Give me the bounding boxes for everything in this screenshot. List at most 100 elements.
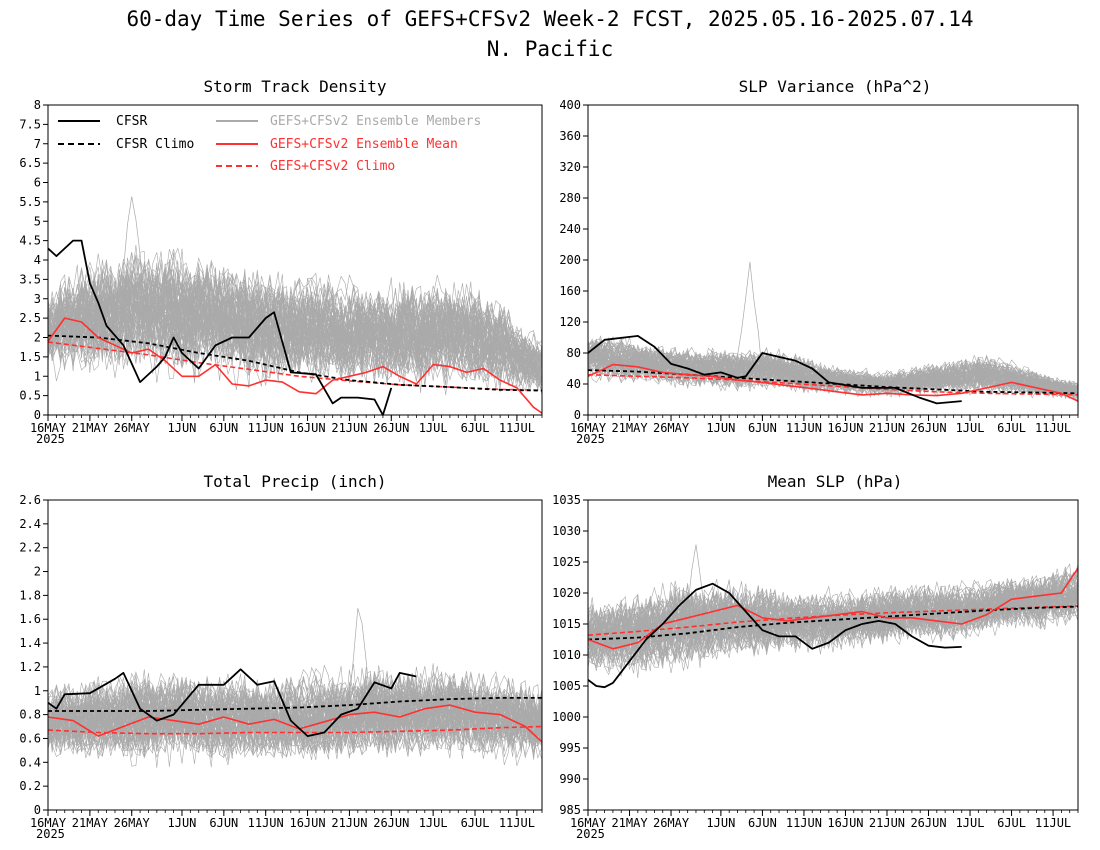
y-tick-label: 0.5	[19, 389, 41, 403]
y-tick-label: 7.5	[19, 117, 41, 131]
x-tick-label: 16JUN	[827, 816, 863, 830]
legend-label-cfsr-climo: CFSR Climo	[116, 137, 194, 152]
x-tick-label: 1JUN	[168, 421, 197, 435]
x-tick-label: 21MAY	[72, 816, 109, 830]
cfsr-climo-line	[587, 369, 1079, 395]
ensemble-member-line	[47, 269, 543, 389]
x-tick-label: 26MAY	[653, 421, 690, 435]
y-tick-label: 0.4	[19, 755, 41, 769]
y-tick-label: 0.8	[19, 708, 41, 722]
y-tick-label: 2.4	[19, 517, 41, 531]
panel-title-storm: Storm Track Density	[203, 77, 386, 96]
y-tick-label: 985	[559, 803, 581, 817]
gefs-climo-line	[587, 373, 1079, 396]
y-tick-label: 120	[559, 315, 581, 329]
ensemble-member-line	[587, 341, 1079, 392]
ensemble-mean-line	[587, 567, 1079, 650]
x-tick-label: 21JUN	[331, 421, 367, 435]
ensemble-member-line	[47, 667, 543, 757]
ensemble-band-mslp	[587, 544, 1079, 679]
y-tick-label: 1025	[552, 555, 581, 569]
y-tick-label: 4.5	[19, 234, 41, 248]
y-tick-label: 160	[559, 284, 581, 298]
ensemble-member-line	[47, 261, 543, 385]
panel-total-precip: Total Precip (inch) 0 0.2 0.4 0.6 0.8 1 1.2 1.4…	[19, 472, 543, 841]
y-tick-label: 400	[559, 98, 581, 112]
cfsr-line	[587, 334, 962, 405]
y-tick-label: 995	[559, 741, 581, 755]
x-tick-label: 11JUN	[786, 816, 822, 830]
ensemble-band-precip	[47, 608, 543, 768]
panel-storm-track-density: Storm Track Density 0 0.5 1 1.5 2 2.5 3 3.5 4 4.5…	[19, 77, 543, 446]
y-tick-label: 1	[34, 684, 41, 698]
axes-storm: 0 0.5 1 1.5 2 2.5 3 3.5 4 4.5 5 5.5 6 6.5 7 7.5 8 16MAY 21…	[19, 98, 543, 446]
x-tick-label: 11JUL	[1035, 816, 1071, 830]
x-tick-label: 6JUN	[209, 816, 238, 830]
ensemble-member-line	[587, 345, 1079, 396]
x-tick-label: 6JUN	[748, 816, 777, 830]
ensemble-member-line	[587, 566, 1079, 660]
ensemble-member-line	[587, 341, 1079, 396]
y-tick-label: 1030	[552, 524, 581, 538]
x-tick-label: 26JUN	[373, 816, 409, 830]
x-tick-label: 6JUL	[461, 421, 490, 435]
y-tick-label: 0.6	[19, 731, 41, 745]
axes-mslp: 985 990 995 1000 1005 1010 1015 1020 1025 1030 103…	[552, 493, 1079, 841]
x-tick-label: 6JUN	[748, 421, 777, 435]
panel-slp-variance: SLP Variance (hPa^2) 0 40 80 120 160 200 240 28…	[559, 77, 1079, 446]
x-tick-label: 6JUN	[209, 421, 238, 435]
x-tick-label: 11JUN	[786, 421, 822, 435]
series-lines-precip	[47, 668, 543, 743]
x-tick-label: 26JUN	[373, 421, 409, 435]
plot-frame-precip	[47, 499, 543, 811]
x-tick-label: 26JUN	[910, 421, 946, 435]
y-tick-label: 6.5	[19, 156, 41, 170]
x-tick-label: 6JUL	[461, 816, 490, 830]
axes-slpvar: 0 40 80 120 160 200 240 280 320 360 400 16MAY 21MAY 2…	[559, 98, 1079, 446]
x-tick-label: 1JUN	[706, 816, 735, 830]
ensemble-member-line	[47, 273, 543, 378]
x-tick-label: 21MAY	[611, 816, 648, 830]
ensemble-member-line	[47, 262, 543, 389]
x-tick-label: 11JUL	[499, 421, 535, 435]
panel-mean-slp: Mean SLP (hPa) 985 990 995 1000 1005 1010 1015…	[552, 472, 1079, 841]
y-tick-label: 1000	[552, 710, 581, 724]
y-tick-label: 990	[559, 772, 581, 786]
x-tick-label: 16JUN	[827, 421, 863, 435]
x-tick-label: 21JUN	[869, 421, 905, 435]
y-tick-label: 2	[34, 331, 41, 345]
y-tick-label: 6	[34, 176, 41, 190]
x-tick-label: 21MAY	[72, 421, 109, 435]
y-tick-label: 7	[34, 137, 41, 151]
ensemble-member-line-spike	[47, 196, 543, 369]
x-tick-label: 26JUN	[910, 816, 946, 830]
x-tick-label: 21MAY	[611, 421, 648, 435]
x-tick-label: 11JUN	[248, 816, 284, 830]
x-tick-label: 16MAY	[30, 421, 67, 435]
x-year-label: 2025	[36, 432, 65, 446]
x-tick-label: 26MAY	[653, 816, 690, 830]
y-tick-label: 200	[559, 253, 581, 267]
y-tick-label: 2	[34, 565, 41, 579]
y-tick-label: 360	[559, 129, 581, 143]
series-lines-mslp	[587, 567, 1079, 689]
x-tick-label: 1JUL	[956, 816, 985, 830]
ensemble-member-line	[587, 574, 1079, 657]
y-tick-label: 2.6	[19, 493, 41, 507]
ensemble-member-line	[47, 665, 543, 757]
y-tick-label: 1015	[552, 617, 581, 631]
y-tick-label: 8	[34, 98, 41, 112]
y-tick-label: 1005	[552, 679, 581, 693]
y-tick-label: 0	[34, 803, 41, 817]
series-lines-storm	[47, 239, 543, 416]
y-tick-label: 0.2	[19, 779, 41, 793]
panel-title-slpvar: SLP Variance (hPa^2)	[739, 77, 932, 96]
legend-label-cfsr: CFSR	[116, 114, 147, 129]
ensemble-member-line-spike	[587, 261, 1079, 396]
ensemble-member-line	[47, 269, 543, 374]
x-tick-label: 16MAY	[30, 816, 67, 830]
ensemble-member-line	[587, 575, 1079, 671]
ensemble-member-line	[47, 275, 543, 397]
ensemble-member-line	[587, 354, 1079, 397]
